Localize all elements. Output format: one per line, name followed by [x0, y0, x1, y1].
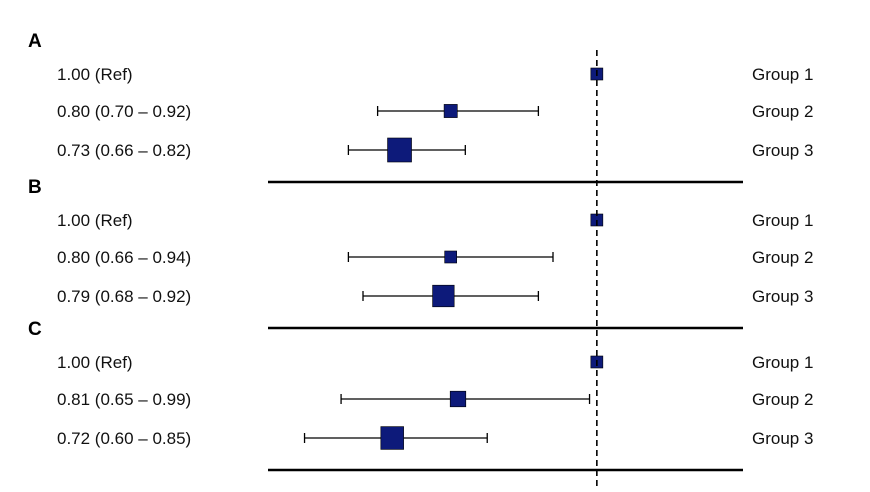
forest-row: 0.73 (0.66 – 0.82) Group 3 — [57, 137, 813, 163]
estimate-marker — [432, 284, 455, 308]
estimate-label: 0.81 (0.65 – 0.99) — [57, 390, 191, 409]
group-label: Group 3 — [752, 141, 813, 160]
estimate-marker — [387, 137, 412, 163]
estimate-marker — [443, 104, 458, 118]
group-label: Group 1 — [752, 65, 813, 84]
panel-letter: C — [28, 319, 42, 340]
group-label: Group 2 — [752, 248, 813, 267]
forest-row: 1.00 (Ref) Group 1 — [57, 211, 813, 230]
estimate-label: 0.72 (0.60 – 0.85) — [57, 429, 191, 448]
estimate-marker — [380, 426, 404, 450]
estimate-label: 0.80 (0.70 – 0.92) — [57, 102, 191, 121]
group-label: Group 2 — [752, 102, 813, 121]
forest-row: 0.80 (0.70 – 0.92) Group 2 — [57, 102, 813, 121]
group-label: Group 1 — [752, 353, 813, 372]
panel-letter: A — [28, 31, 42, 52]
group-label: Group 3 — [752, 287, 813, 306]
estimate-marker — [449, 390, 467, 408]
estimate-label: 0.80 (0.66 – 0.94) — [57, 248, 191, 267]
panels-layer: A 1.00 (Ref) Group 1 0.80 (0.70 – 0.92) Grou… — [28, 31, 813, 472]
estimate-label: 1.00 (Ref) — [57, 211, 133, 230]
estimate-label: 1.00 (Ref) — [57, 353, 133, 372]
forest-row: 0.79 (0.68 – 0.92) Group 3 — [57, 284, 813, 308]
estimate-label: 0.73 (0.66 – 0.82) — [57, 141, 191, 160]
panel-a: A 1.00 (Ref) Group 1 0.80 (0.70 – 0.92) Grou… — [28, 31, 813, 184]
forest-row: 0.81 (0.65 – 0.99) Group 2 — [57, 390, 813, 409]
group-label: Group 3 — [752, 429, 813, 448]
forest-row: 1.00 (Ref) Group 1 — [57, 353, 813, 372]
panel-letter: B — [28, 177, 42, 198]
panel-c: C 1.00 (Ref) Group 1 0.81 (0.65 – 0.99) Grou… — [28, 319, 813, 472]
forest-row: 1.00 (Ref) Group 1 — [57, 65, 813, 84]
estimate-label: 1.00 (Ref) — [57, 65, 133, 84]
forest-row: 0.72 (0.60 – 0.85) Group 3 — [57, 426, 813, 450]
group-label: Group 2 — [752, 390, 813, 409]
panel-b: B 1.00 (Ref) Group 1 0.80 (0.66 – 0.94) Grou… — [28, 177, 813, 330]
forest-row: 0.80 (0.66 – 0.94) Group 2 — [57, 248, 813, 267]
group-label: Group 1 — [752, 211, 813, 230]
estimate-marker — [444, 250, 457, 264]
estimate-label: 0.79 (0.68 – 0.92) — [57, 287, 191, 306]
